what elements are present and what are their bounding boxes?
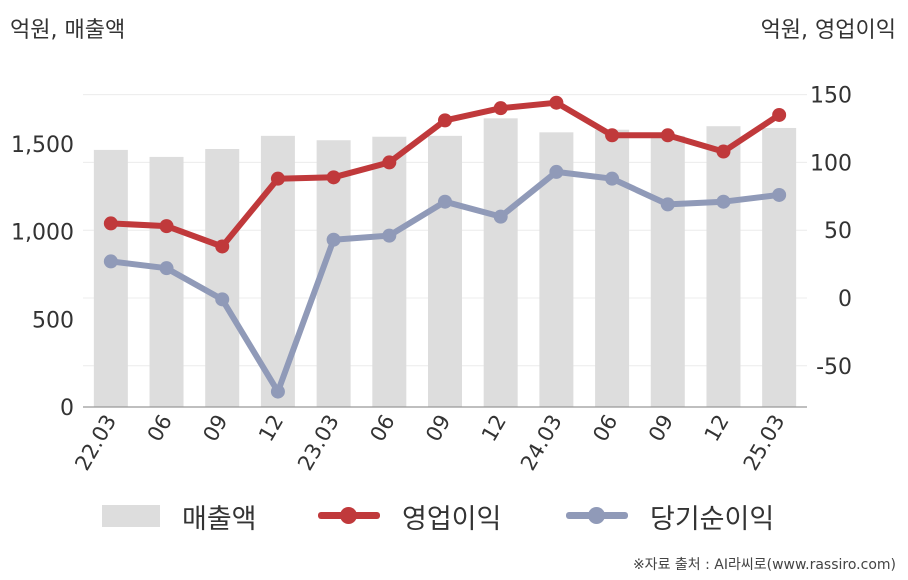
x-tick-label: 25.03 xyxy=(739,411,790,475)
point-net-income xyxy=(103,254,118,269)
point-net-income xyxy=(215,292,230,307)
point-operating-profit xyxy=(660,128,675,143)
point-net-income xyxy=(382,228,397,243)
point-net-income xyxy=(716,194,731,209)
point-operating-profit xyxy=(215,239,230,254)
legend-swatch-net-income xyxy=(566,494,628,538)
left-axis-unit: 억원, 매출액 xyxy=(10,18,126,43)
x-tick-label: 12 xyxy=(254,411,288,446)
x-tick-label: 06 xyxy=(588,411,622,446)
point-net-income xyxy=(605,171,620,186)
right-tick-label: 0 xyxy=(838,287,852,312)
x-tick-label: 12 xyxy=(477,411,511,446)
bar-revenue xyxy=(428,135,462,408)
x-tick-label: 06 xyxy=(143,411,177,446)
bar-revenue xyxy=(706,126,741,407)
point-operating-profit xyxy=(549,95,564,110)
x-tick-label: 23.03 xyxy=(293,411,344,475)
right-tick-label: -50 xyxy=(816,355,852,380)
bar-revenue xyxy=(595,129,630,407)
point-operating-profit xyxy=(772,107,787,122)
point-operating-profit xyxy=(438,113,452,128)
point-operating-profit xyxy=(103,216,118,231)
source-note: ※자료 출처 : AI라씨로(www.rassiro.com) xyxy=(632,557,896,573)
legend-swatch-operating-profit xyxy=(318,494,380,538)
point-operating-profit xyxy=(159,219,174,234)
x-tick-label: 09 xyxy=(644,411,678,446)
point-net-income xyxy=(438,194,452,209)
x-tick-label: 22.03 xyxy=(70,411,121,475)
bar-revenue xyxy=(93,149,128,407)
right-axis-unit: 억원, 영업이익 xyxy=(760,18,896,43)
x-tick-label: 09 xyxy=(198,411,232,446)
legend: 매출액 영업이익 당기순이익 xyxy=(0,494,908,538)
point-operating-profit xyxy=(605,128,620,143)
point-net-income xyxy=(326,232,341,247)
left-tick-label: 500 xyxy=(32,308,74,333)
left-tick-label: 1,000 xyxy=(11,221,74,246)
bar-revenue xyxy=(650,135,685,408)
bar-revenue xyxy=(205,149,240,407)
x-tick-label: 24.03 xyxy=(516,411,567,475)
legend-label-operating-profit: 영업이익 xyxy=(402,503,502,535)
x-tick-label: 06 xyxy=(365,411,399,446)
profit-lines xyxy=(103,95,787,399)
legend-swatch-revenue xyxy=(102,505,160,527)
left-tick-label: 0 xyxy=(60,396,74,421)
legend-item-operating-profit: 영업이익 xyxy=(318,494,501,538)
point-net-income xyxy=(549,164,564,179)
point-net-income xyxy=(660,197,675,212)
point-net-income xyxy=(270,384,285,399)
point-net-income xyxy=(772,187,787,202)
point-operating-profit xyxy=(270,171,285,186)
bar-revenue xyxy=(483,118,518,408)
left-tick-label: 1,500 xyxy=(11,133,74,158)
bar-revenue xyxy=(762,127,797,407)
x-tick-label: 12 xyxy=(700,411,734,446)
point-operating-profit xyxy=(716,144,731,159)
point-net-income xyxy=(159,261,174,276)
legend-label-net-income: 당기순이익 xyxy=(650,503,775,535)
bar-revenue xyxy=(149,156,184,407)
point-net-income xyxy=(493,209,508,224)
point-operating-profit xyxy=(326,170,341,185)
bar-revenue xyxy=(372,136,407,408)
legend-label-revenue: 매출액 xyxy=(182,503,257,535)
x-tick-label: 09 xyxy=(421,411,455,446)
point-operating-profit xyxy=(493,101,508,116)
revenue-bars xyxy=(93,118,797,408)
right-tick-label: 150 xyxy=(810,84,852,109)
point-operating-profit xyxy=(382,155,397,170)
right-tick-label: 100 xyxy=(810,151,852,176)
legend-item-revenue: 매출액 xyxy=(102,494,257,538)
right-tick-label: 50 xyxy=(824,219,852,244)
legend-item-net-income: 당기순이익 xyxy=(566,494,774,538)
